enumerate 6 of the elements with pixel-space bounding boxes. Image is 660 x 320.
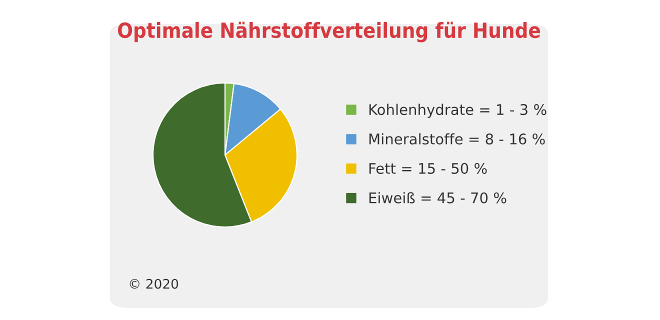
legend-label: Eiweiß = 45 - 70 %: [369, 192, 506, 204]
text: © 2020: [130, 278, 178, 289]
legend-label: Kohlenhydrate = 1 - 3 %: [369, 104, 546, 118]
legend-label: Fett = 15 - 50 %: [369, 162, 487, 174]
chart-title: Optimale Nährstoffverteilung für Hunde: [118, 22, 540, 42]
legend-label: Mineralstoffe = 8 - 16 %: [369, 133, 545, 145]
